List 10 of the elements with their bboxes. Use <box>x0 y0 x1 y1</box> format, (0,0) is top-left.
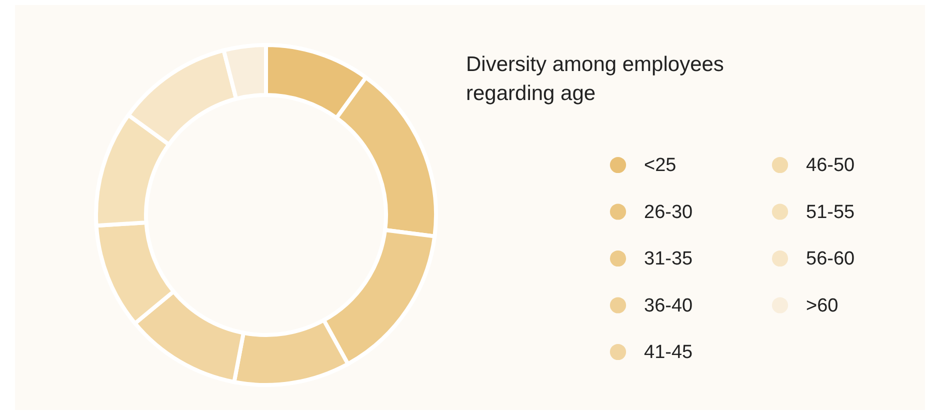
legend-label: >60 <box>806 295 838 316</box>
legend-label: <25 <box>644 155 676 176</box>
legend-label: 31-35 <box>644 248 693 270</box>
legend-label: 36-40 <box>644 295 693 316</box>
legend-label: 51-55 <box>806 202 855 223</box>
legend-label: 26-30 <box>644 202 693 223</box>
text: Diversity among employees regarding age <box>466 52 725 107</box>
legend-label: 46-50 <box>806 155 855 176</box>
legend-label: 56-60 <box>806 248 855 270</box>
legend-label: 41-45 <box>644 342 693 363</box>
